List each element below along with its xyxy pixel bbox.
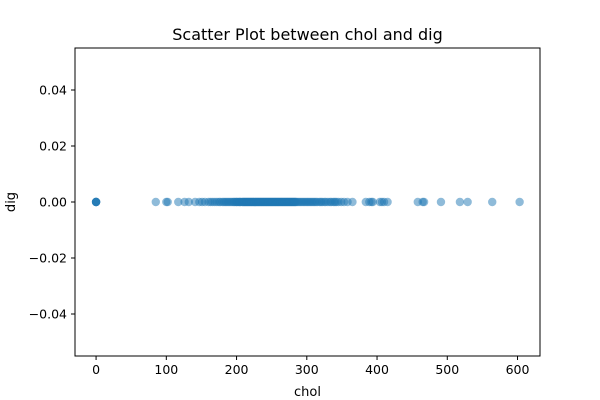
data-point <box>463 197 472 207</box>
y-axis-ticks: −0.04 −0.02 0.00 0.02 0.04 <box>29 83 75 322</box>
x-tick-label: 300 <box>295 362 319 377</box>
y-tick-label: −0.04 <box>29 307 67 322</box>
chart-title: Scatter Plot between chol and dig <box>172 25 443 44</box>
data-point <box>348 197 357 207</box>
data-point <box>184 197 193 207</box>
data-point <box>163 197 172 207</box>
x-tick-label: 100 <box>154 362 178 377</box>
data-point <box>455 197 465 207</box>
data-point <box>515 197 524 207</box>
data-point <box>151 197 160 207</box>
y-axis-label: dig <box>4 192 19 212</box>
data-point <box>174 197 183 207</box>
data-point <box>419 197 429 207</box>
data-point <box>436 197 446 207</box>
x-tick-label: 0 <box>92 362 100 377</box>
y-tick-label: 0.04 <box>39 83 67 98</box>
x-tick-label: 600 <box>506 362 530 377</box>
x-axis-ticks: 0 100 200 300 400 500 600 <box>92 356 529 377</box>
data-point <box>91 197 101 207</box>
x-tick-label: 500 <box>435 362 459 377</box>
data-point <box>368 197 378 207</box>
x-tick-label: 200 <box>225 362 249 377</box>
data-points <box>91 197 524 207</box>
y-tick-label: 0.00 <box>39 195 67 210</box>
y-tick-label: 0.02 <box>39 139 67 154</box>
data-point <box>383 197 392 207</box>
x-tick-label: 400 <box>365 362 389 377</box>
data-point <box>488 197 497 207</box>
x-axis-label: chol <box>294 385 321 400</box>
y-tick-label: −0.02 <box>29 251 67 266</box>
